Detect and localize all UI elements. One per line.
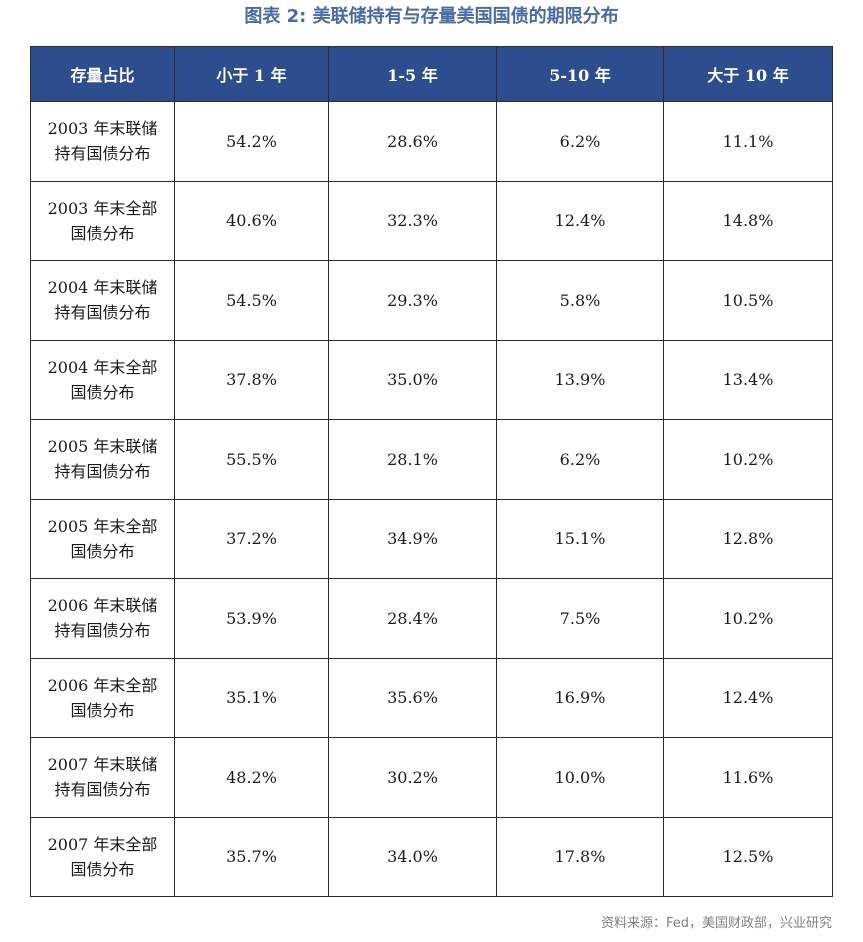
row-label: 2004 年末联储持有国债分布 bbox=[30, 260, 175, 341]
table-cell: 37.2% bbox=[174, 498, 329, 579]
table-cell: 16.9% bbox=[496, 657, 664, 738]
table-cell: 5.8% bbox=[496, 260, 664, 341]
table-cell: 17.8% bbox=[496, 816, 664, 897]
table-cell: 11.1% bbox=[663, 101, 833, 182]
table-cell: 10.2% bbox=[663, 419, 833, 500]
source-note: 资料来源：Fed，美国财政部，兴业研究 bbox=[600, 916, 832, 931]
table-cell: 12.4% bbox=[663, 657, 833, 738]
table-row: 2007 年末联储持有国债分布 48.2% 30.2% 10.0% 11.6% bbox=[30, 737, 833, 818]
table-cell: 34.0% bbox=[328, 816, 497, 897]
row-label: 2005 年末全部国债分布 bbox=[30, 498, 175, 579]
table-row: 2003 年末全部国债分布 40.6% 32.3% 12.4% 14.8% bbox=[30, 180, 833, 261]
row-label: 2007 年末全部国债分布 bbox=[30, 816, 175, 897]
table-cell: 6.2% bbox=[496, 419, 664, 500]
table-header-row: 存量占比 小于 1 年 1-5 年 5-10 年 大于 10 年 bbox=[30, 46, 833, 102]
table-cell: 34.9% bbox=[328, 498, 497, 579]
row-label: 2004 年末全部国债分布 bbox=[30, 339, 175, 420]
table-row: 2005 年末全部国债分布 37.2% 34.9% 15.1% 12.8% bbox=[30, 498, 833, 579]
table-row: 2003 年末联储持有国债分布 54.2% 28.6% 6.2% 11.1% bbox=[30, 101, 833, 182]
header-cell: 大于 10 年 bbox=[663, 46, 833, 102]
header-cell: 小于 1 年 bbox=[174, 46, 329, 102]
table-cell: 35.6% bbox=[328, 657, 497, 738]
table-cell: 30.2% bbox=[328, 737, 497, 818]
table-row: 2004 年末全部国债分布 37.8% 35.0% 13.9% 13.4% bbox=[30, 339, 833, 420]
table-cell: 13.4% bbox=[663, 339, 833, 420]
table-cell: 28.4% bbox=[328, 578, 497, 659]
header-cell: 存量占比 bbox=[30, 46, 175, 102]
table-row: 2005 年末联储持有国债分布 55.5% 28.1% 6.2% 10.2% bbox=[30, 419, 833, 500]
maturity-distribution-table: 存量占比 小于 1 年 1-5 年 5-10 年 大于 10 年 2003 年末… bbox=[30, 46, 833, 897]
row-label: 2005 年末联储持有国债分布 bbox=[30, 419, 175, 500]
table-cell: 54.5% bbox=[174, 260, 329, 341]
table-cell: 35.0% bbox=[328, 339, 497, 420]
row-label: 2007 年末联储持有国债分布 bbox=[30, 737, 175, 818]
table-cell: 48.2% bbox=[174, 737, 329, 818]
table-cell: 32.3% bbox=[328, 180, 497, 261]
row-label: 2003 年末联储持有国债分布 bbox=[30, 101, 175, 182]
table-row: 2007 年末全部国债分布 35.7% 34.0% 17.8% 12.5% bbox=[30, 816, 833, 897]
row-label: 2003 年末全部国债分布 bbox=[30, 180, 175, 261]
table-cell: 35.7% bbox=[174, 816, 329, 897]
table-cell: 35.1% bbox=[174, 657, 329, 738]
table-cell: 11.6% bbox=[663, 737, 833, 818]
table-cell: 10.0% bbox=[496, 737, 664, 818]
table-cell: 15.1% bbox=[496, 498, 664, 579]
table-cell: 12.8% bbox=[663, 498, 833, 579]
table-cell: 14.8% bbox=[663, 180, 833, 261]
table-cell: 10.2% bbox=[663, 578, 833, 659]
row-label: 2006 年末联储持有国债分布 bbox=[30, 578, 175, 659]
table-cell: 53.9% bbox=[174, 578, 329, 659]
table-cell: 12.4% bbox=[496, 180, 664, 261]
row-label: 2006 年末全部国债分布 bbox=[30, 657, 175, 738]
table-cell: 55.5% bbox=[174, 419, 329, 500]
table-cell: 54.2% bbox=[174, 101, 329, 182]
table-cell: 40.6% bbox=[174, 180, 329, 261]
table-cell: 28.6% bbox=[328, 101, 497, 182]
header-cell: 1-5 年 bbox=[328, 46, 497, 102]
table-cell: 13.9% bbox=[496, 339, 664, 420]
table-cell: 7.5% bbox=[496, 578, 664, 659]
table-cell: 29.3% bbox=[328, 260, 497, 341]
table-cell: 28.1% bbox=[328, 419, 497, 500]
table-cell: 12.5% bbox=[663, 816, 833, 897]
table-cell: 6.2% bbox=[496, 101, 664, 182]
table-row: 2006 年末全部国债分布 35.1% 35.6% 16.9% 12.4% bbox=[30, 657, 833, 738]
header-cell: 5-10 年 bbox=[496, 46, 664, 102]
table-row: 2004 年末联储持有国债分布 54.5% 29.3% 5.8% 10.5% bbox=[30, 260, 833, 341]
table-row: 2006 年末联储持有国债分布 53.9% 28.4% 7.5% 10.2% bbox=[30, 578, 833, 659]
table-cell: 10.5% bbox=[663, 260, 833, 341]
table-cell: 37.8% bbox=[174, 339, 329, 420]
page-title: 图表 2: 美联储持有与存量美国国债的期限分布 bbox=[244, 6, 619, 27]
